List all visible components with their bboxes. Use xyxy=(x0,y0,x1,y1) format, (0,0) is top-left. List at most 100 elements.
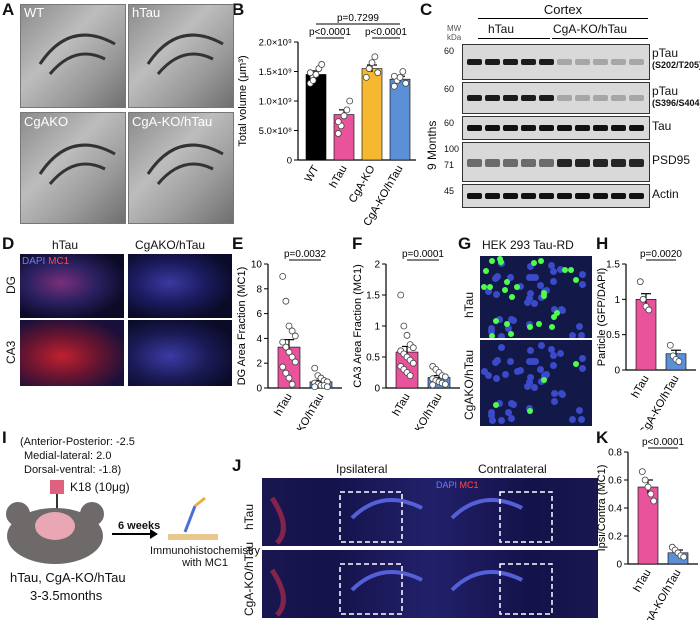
nucleus xyxy=(526,347,534,355)
nucleus xyxy=(550,306,558,314)
panel-label-c: C xyxy=(420,0,433,19)
j-stain-legend: DAPI MC1 xyxy=(436,480,479,490)
nucleus xyxy=(549,268,557,276)
panel-label-e: E xyxy=(232,234,244,253)
d-htau-ca3 xyxy=(20,320,124,386)
blot-band xyxy=(575,125,590,131)
blot-band xyxy=(485,125,500,131)
y-tick-label: 10 xyxy=(251,260,263,271)
blot-band xyxy=(539,95,554,101)
data-point xyxy=(285,322,293,330)
y-tick-label: 0.8 xyxy=(608,448,622,459)
panel-label-i: I xyxy=(2,428,7,447)
tau-aggregate xyxy=(573,276,580,283)
tau-aggregate xyxy=(493,317,499,324)
data-point xyxy=(409,344,417,352)
g-row-htau: hTau xyxy=(462,291,476,318)
data-point xyxy=(288,327,296,335)
age-range: 3-3.5months xyxy=(30,588,103,603)
nucleus xyxy=(492,290,500,298)
nucleus xyxy=(516,283,524,291)
blot-band xyxy=(629,95,644,101)
y-tick-label: 0.2 xyxy=(608,532,622,543)
blot-band xyxy=(575,59,590,65)
blot-band xyxy=(521,59,536,65)
blot-band xyxy=(467,125,482,131)
blot-band xyxy=(611,95,626,101)
data-point xyxy=(666,341,674,349)
d-col-htau: hTau xyxy=(52,238,79,252)
label-htau: hTau xyxy=(132,5,161,20)
blot-band xyxy=(485,59,500,65)
nucleus xyxy=(528,274,536,282)
mw-marker: 100 xyxy=(444,144,460,154)
blot-band xyxy=(593,159,608,167)
tau-aggregate xyxy=(486,283,493,290)
nucleus xyxy=(504,324,512,332)
y-tick-label: 1.0×10⁹ xyxy=(259,97,292,108)
nucleus xyxy=(526,290,534,298)
y-tick-label: 2.0×10⁹ xyxy=(259,38,292,49)
nucleus xyxy=(525,294,533,302)
nucleus xyxy=(494,273,502,281)
bar xyxy=(305,74,327,161)
nucleus xyxy=(502,370,510,378)
blot-row xyxy=(462,44,650,80)
j-col-contra: Contralateral xyxy=(478,462,547,476)
blot-band xyxy=(629,159,644,167)
nucleus xyxy=(495,400,503,408)
y-tick-label: 0 xyxy=(374,384,380,395)
data-point xyxy=(288,380,296,388)
nucleus xyxy=(504,408,512,416)
histology-cgako-htau xyxy=(128,112,234,224)
y-tick-label: 0.4 xyxy=(608,504,622,515)
blot-band xyxy=(521,95,536,101)
nucleus xyxy=(484,288,492,296)
data-point xyxy=(291,358,299,366)
tau-aggregate xyxy=(493,401,499,408)
y-tick-label: 2 xyxy=(374,260,380,271)
time-label: 6 weeks xyxy=(118,520,161,532)
blot-band xyxy=(575,95,590,101)
x-tick-label: hTau xyxy=(390,392,412,419)
coord-ap: (Anterior-Posterior: -2.5 xyxy=(20,436,135,448)
y-tick-label: 1 xyxy=(614,295,620,306)
data-point xyxy=(650,497,658,505)
blot-row xyxy=(462,82,650,114)
blot-band xyxy=(485,159,500,167)
data-point xyxy=(340,112,348,120)
data-point xyxy=(402,79,410,87)
blot-row xyxy=(462,184,650,208)
blot-band xyxy=(503,193,518,199)
y-tick-label: 1.5×10⁹ xyxy=(259,67,292,78)
blot-sublabel: (S396/S404) xyxy=(652,98,700,108)
tau-aggregate xyxy=(541,376,548,383)
mw-marker: 45 xyxy=(444,186,455,196)
blot-row xyxy=(462,116,650,140)
data-point xyxy=(291,332,299,340)
stain-dapi: DAPI xyxy=(22,256,46,267)
chart-b: 0 5.0×10⁸ 1.0×10⁹ 1.5×10⁹ 2.0×10⁹ Total volum… xyxy=(237,13,416,228)
tau-aggregate xyxy=(535,320,542,327)
data-point xyxy=(312,71,320,78)
data-point xyxy=(362,74,370,81)
tau-aggregate xyxy=(537,257,544,264)
x-tick-label: hTau xyxy=(272,392,294,419)
y-tick-label: 0.5 xyxy=(606,330,620,341)
tau-aggregate xyxy=(562,266,569,273)
group-htau: hTau xyxy=(488,22,515,36)
data-point xyxy=(309,76,317,84)
panel-label-d: D xyxy=(2,234,15,253)
group-line-htau xyxy=(478,38,550,39)
blot-band xyxy=(539,59,554,65)
mw-marker: 60 xyxy=(444,84,455,94)
y-tick-label: 6 xyxy=(256,309,262,320)
nucleus xyxy=(513,367,521,375)
y-tick-label: 0.5 xyxy=(366,353,380,364)
tau-aggregate xyxy=(531,260,538,267)
data-point xyxy=(641,476,649,484)
data-point xyxy=(374,69,382,77)
tau-aggregate xyxy=(489,333,496,338)
p-value-label: p<0.0001 xyxy=(365,27,407,38)
